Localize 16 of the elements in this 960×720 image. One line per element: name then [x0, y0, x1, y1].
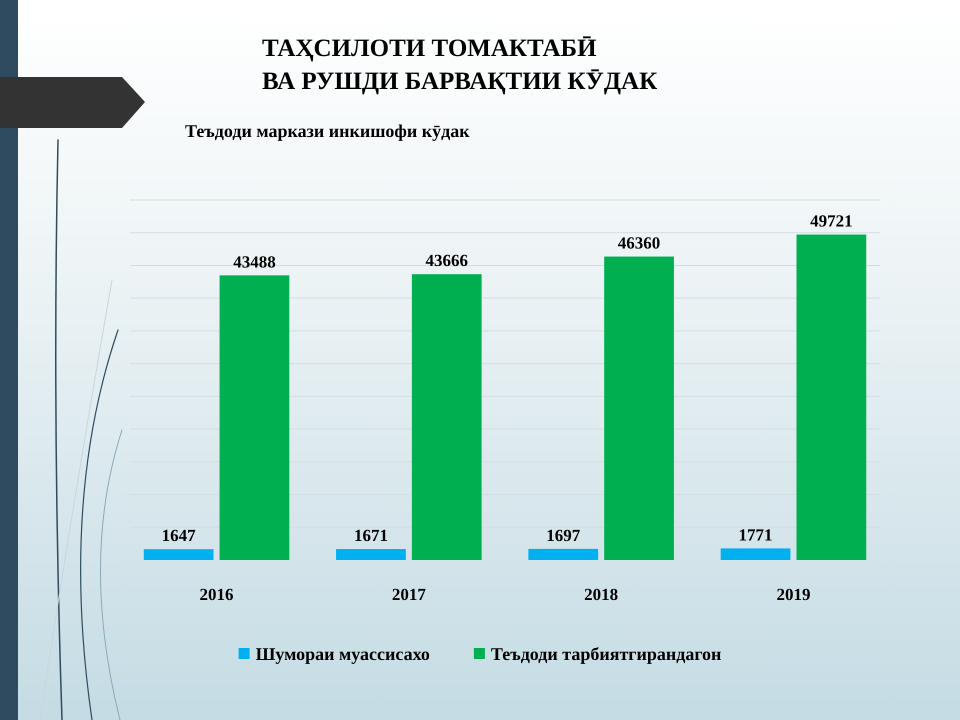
x-tick-label: 2016 [200, 585, 234, 604]
data-label: 1771 [738, 525, 773, 544]
data-label: 49721 [810, 212, 853, 231]
x-tick-label: 2018 [584, 585, 618, 604]
chart-subtitle: Теъдоди маркази инкишофи кӯдак [185, 121, 470, 141]
data-label: 1697 [546, 526, 581, 545]
x-tick-label: 2017 [392, 585, 426, 604]
data-label: 46360 [618, 234, 660, 253]
chart-title: ТАҲСИЛОТИ ТОМАКТАБӢ ВА РУШДИ БАРВАҚТИИ КӮДАК [262, 35, 658, 95]
data-label: 43666 [426, 251, 468, 270]
data-label: 1647 [162, 526, 196, 546]
legend-label: Шумораи муассисахо [256, 644, 430, 664]
legend-label: Теъдоди тарбиятгирандагон [490, 644, 722, 664]
x-tick-label: 2019 [776, 585, 810, 604]
data-label: 43488 [233, 252, 276, 272]
data-label: 1671 [354, 526, 388, 546]
